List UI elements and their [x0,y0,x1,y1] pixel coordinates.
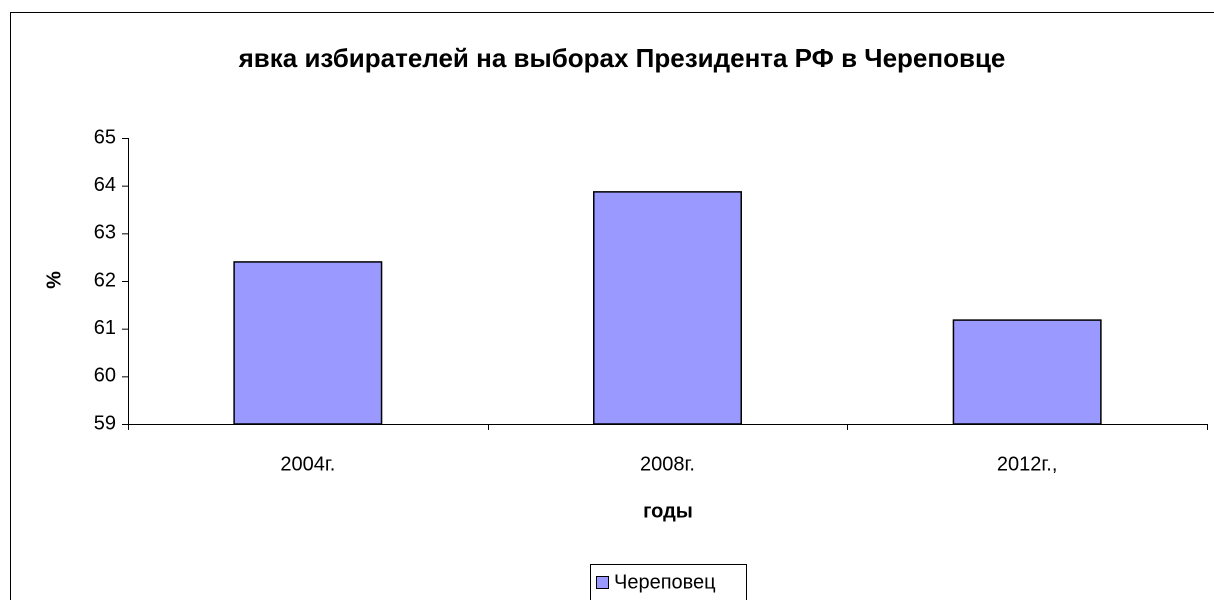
y-tick-label: 64 [94,174,116,196]
y-axis-label: % [43,271,65,289]
y-tick-label: 62 [94,269,116,291]
x-tick-label: 2004г. [280,453,335,475]
legend-label: Череповец [614,571,716,593]
legend-frame [590,564,747,600]
x-tick-label: 2012г., [997,453,1057,475]
y-tick-label: 63 [94,222,116,244]
y-tick-label: 65 [94,126,116,148]
legend-swatch [596,576,609,589]
bar [233,261,383,425]
x-tick-label: 2008г. [640,453,695,475]
chart-title: явка избирателей на выборах Президента Р… [238,43,1006,73]
bar [593,191,742,425]
bar [952,319,1102,425]
y-tick-label: 59 [94,412,116,434]
y-tick-label: 61 [94,317,116,339]
y-tick-label: 60 [94,365,116,387]
x-axis-label: годы [643,500,693,522]
